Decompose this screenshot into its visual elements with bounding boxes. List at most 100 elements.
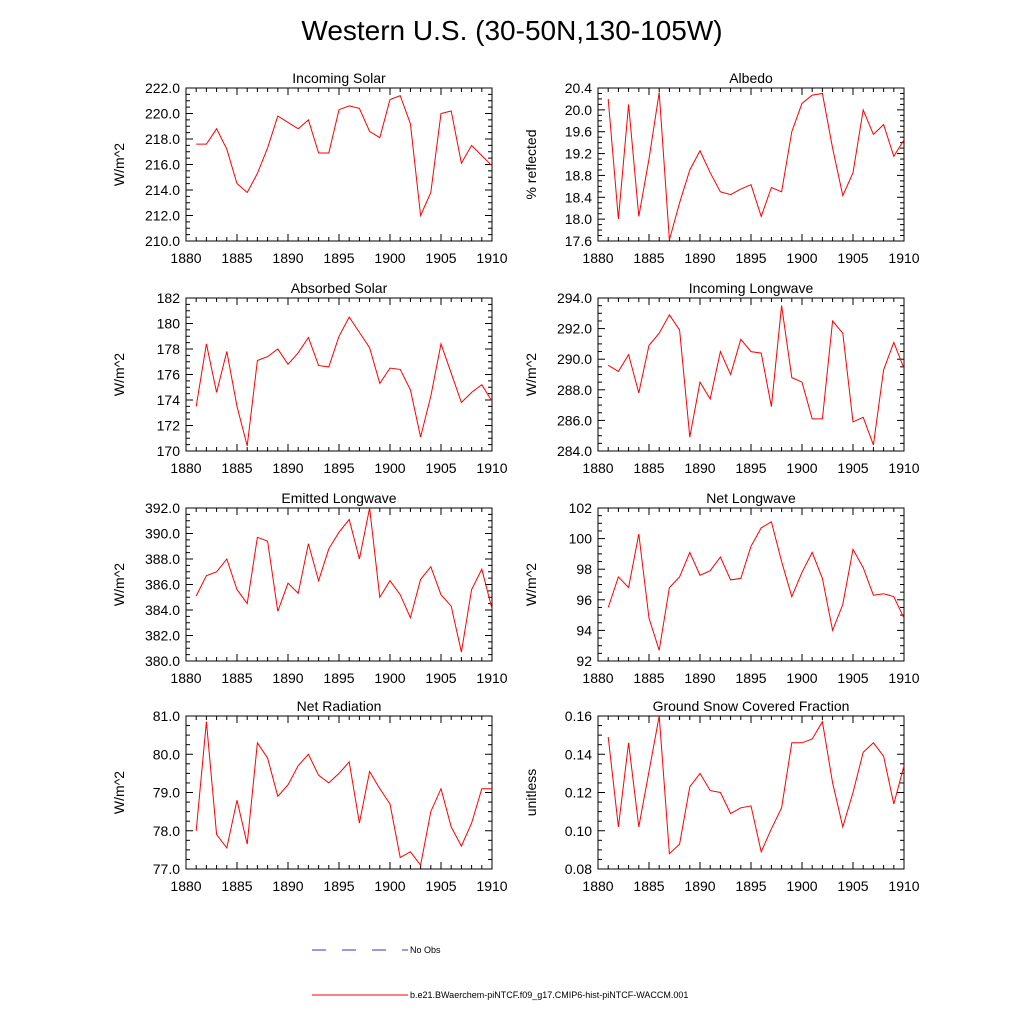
series-line-emitted-longwave	[195, 507, 493, 653]
x-tick-label: 1905	[837, 670, 868, 686]
panel-albedo: Albedo 1880 1885 1890 1895 1900 1905 1910 17.6 18…	[523, 70, 920, 266]
x-tick-label: 1910	[476, 670, 507, 686]
x-tick-label: 1905	[425, 878, 456, 894]
plot-frame	[597, 87, 905, 242]
y-tick-label: 222.0	[145, 80, 180, 96]
y-tick-label: 294.0	[557, 290, 592, 306]
panel-title: Albedo	[729, 70, 773, 86]
y-tick-label: 81.0	[153, 708, 180, 724]
x-tick-label: 1885	[221, 460, 252, 476]
y-tick-label: 380.0	[145, 653, 180, 669]
y-tick-label: 286.0	[557, 412, 592, 428]
x-tick-label: 1885	[633, 250, 664, 266]
x-tick-label: 1885	[633, 460, 664, 476]
x-tick-label: 1890	[684, 460, 715, 476]
y-tick-label: 102	[569, 500, 593, 516]
x-tick-label: 1880	[170, 460, 201, 476]
y-tick-label: 218.0	[145, 131, 180, 147]
x-tick-label: 1895	[323, 878, 354, 894]
plot-frame	[597, 715, 905, 870]
x-tick-label: 1900	[786, 250, 817, 266]
y-tick-label: 220.0	[145, 106, 180, 122]
x-tick-label: 1910	[888, 250, 919, 266]
y-tick-label: 388.0	[145, 551, 180, 567]
x-tick-label: 1900	[786, 670, 817, 686]
y-axis-label: W/m^2	[111, 353, 127, 396]
series-line-absorbed-solar	[195, 316, 493, 447]
plot-frame	[185, 507, 493, 662]
panel-grid: Incoming Solar 1880 1885 1890 1895 1900 1905 19…	[111, 70, 920, 894]
x-tick-label: 1885	[221, 878, 252, 894]
y-axis-label: W/m^2	[111, 143, 127, 186]
x-tick-label: 1910	[888, 878, 919, 894]
y-tick-label: 20.0	[565, 102, 592, 118]
y-tick-label: 20.4	[565, 80, 592, 96]
x-tick-label: 1910	[476, 878, 507, 894]
x-tick-label: 1880	[170, 878, 201, 894]
x-tick-label: 1905	[837, 460, 868, 476]
y-tick-label: 100	[569, 531, 593, 547]
panel-net-radiation: Net Radiation 1880 1885 1890 1895 1900 1905 191…	[111, 698, 508, 894]
y-tick-label: 79.0	[153, 785, 180, 801]
x-tick-label: 1895	[323, 250, 354, 266]
x-tick-label: 1880	[170, 670, 201, 686]
x-tick-label: 1900	[786, 460, 817, 476]
y-axis-label: % reflected	[523, 129, 539, 199]
x-tick-label: 1900	[786, 878, 817, 894]
x-tick-label: 1880	[582, 670, 613, 686]
series-line-net-longwave	[607, 521, 905, 651]
x-tick-label: 1890	[684, 670, 715, 686]
x-tick-label: 1900	[374, 460, 405, 476]
y-tick-label: 0.08	[565, 861, 592, 877]
x-tick-label: 1910	[476, 460, 507, 476]
y-tick-label: 178	[157, 341, 181, 357]
y-tick-label: 182	[157, 290, 181, 306]
x-tick-label: 1900	[374, 878, 405, 894]
x-tick-label: 1905	[837, 250, 868, 266]
panel-title: Net Radiation	[297, 698, 382, 714]
y-tick-label: 18.8	[565, 167, 592, 183]
panel-title: Net Longwave	[706, 490, 796, 506]
x-tick-label: 1895	[735, 670, 766, 686]
x-tick-label: 1885	[633, 670, 664, 686]
y-axis-label: unitless	[523, 769, 539, 816]
y-tick-label: 92	[576, 653, 592, 669]
panel-absorbed-solar: Absorbed Solar 1880 1885 1890 1895 1900 1905 19…	[111, 280, 508, 476]
x-tick-label: 1880	[170, 250, 201, 266]
y-tick-label: 19.2	[565, 146, 592, 162]
y-tick-label: 180	[157, 316, 181, 332]
x-tick-label: 1910	[888, 670, 919, 686]
x-tick-label: 1895	[735, 250, 766, 266]
y-tick-label: 94	[576, 622, 592, 638]
y-tick-label: 176	[157, 367, 181, 383]
y-tick-label: 0.10	[565, 823, 592, 839]
x-tick-label: 1880	[582, 250, 613, 266]
x-tick-label: 1905	[425, 250, 456, 266]
x-tick-label: 1905	[425, 670, 456, 686]
x-tick-label: 1910	[476, 250, 507, 266]
x-tick-label: 1880	[582, 878, 613, 894]
y-tick-label: 210.0	[145, 233, 180, 249]
y-tick-label: 390.0	[145, 526, 180, 542]
x-tick-label: 1885	[633, 878, 664, 894]
legend-no-obs-label: No Obs	[410, 945, 441, 955]
y-tick-label: 386.0	[145, 577, 180, 593]
x-tick-label: 1880	[582, 460, 613, 476]
legend-model-label: b.e21.BWaerchem-piNTCF.f09_g17.CMIP6-his…	[410, 990, 688, 1000]
y-tick-label: 172	[157, 418, 181, 434]
y-tick-label: 392.0	[145, 500, 180, 516]
x-tick-label: 1890	[684, 878, 715, 894]
x-tick-label: 1890	[272, 460, 303, 476]
series-line-incoming-longwave	[607, 305, 905, 446]
x-tick-label: 1900	[374, 670, 405, 686]
x-tick-label: 1885	[221, 670, 252, 686]
panel-net-longwave: Net Longwave 1880 1885 1890 1895 1900 1905 1910…	[523, 490, 920, 686]
y-tick-label: 384.0	[145, 602, 180, 618]
panel-title: Incoming Solar	[292, 70, 386, 86]
panel-title: Emitted Longwave	[281, 490, 396, 506]
plot-frame	[597, 507, 905, 662]
panel-title: Absorbed Solar	[291, 280, 388, 296]
y-axis-label: W/m^2	[523, 353, 539, 396]
series-line-albedo	[607, 92, 905, 241]
